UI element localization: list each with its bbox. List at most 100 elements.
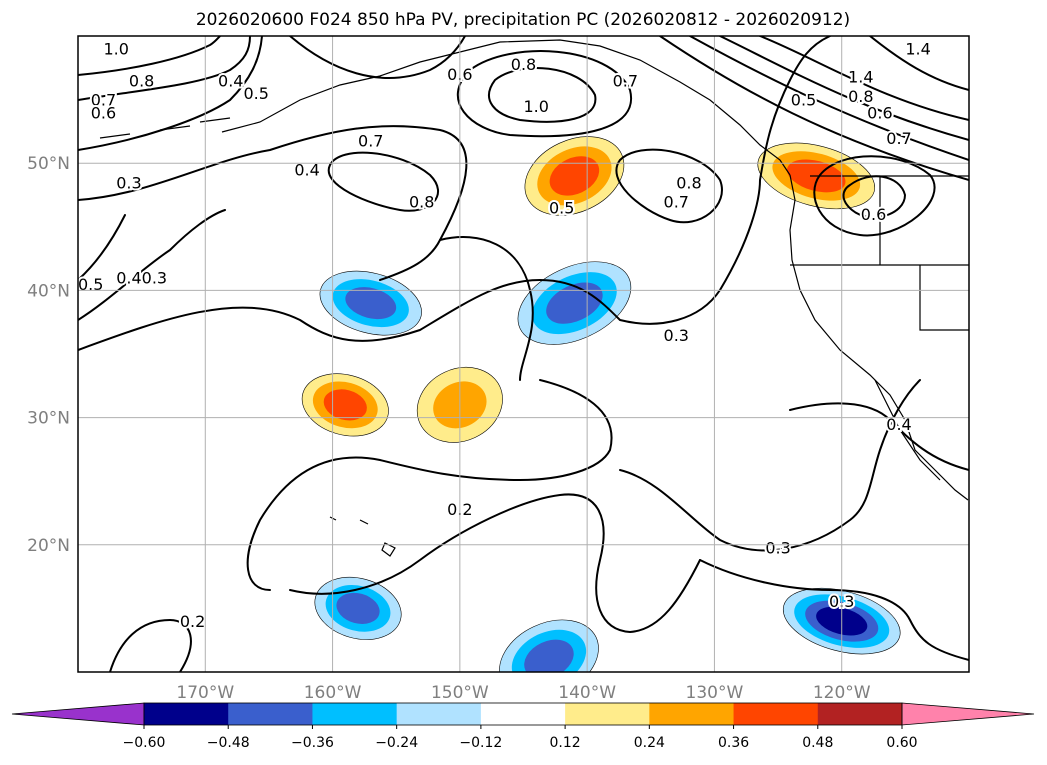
contour-label-19: 1.4 <box>848 68 873 87</box>
colorbar-frame <box>143 702 903 726</box>
contour-0-6-arc <box>289 36 466 79</box>
contour-0-3-southeast <box>699 559 969 661</box>
map-frame <box>77 35 970 673</box>
contour-label-27: 0.3 <box>664 326 689 345</box>
contour-0-4-west-low <box>78 209 226 321</box>
colorbar-extend-low <box>11 702 145 726</box>
alaska-coast <box>221 39 791 176</box>
contour-label-8: 1.0 <box>524 97 549 116</box>
contour-1-0-north <box>488 67 597 123</box>
colorbar-segment-8 <box>733 703 819 725</box>
contour-0-8-north <box>456 50 633 138</box>
contour-0-5-mid <box>439 236 534 381</box>
x-tick-label-3: 140°W <box>558 683 616 703</box>
colorbar <box>11 702 1035 726</box>
contour-label-22: 0.7 <box>886 129 911 148</box>
contour-0-2-south <box>109 619 192 672</box>
y-tick-label-3: 20°N <box>27 536 70 556</box>
contour-label-13: 0.8 <box>409 192 434 211</box>
colorbar-segment-4 <box>396 703 482 725</box>
x-tick-label-1: 160°W <box>304 683 362 703</box>
contour-label-28: 0.4 <box>886 415 911 434</box>
contour-0-5-west-low <box>78 214 126 281</box>
colorbar-label-9: 0.60 <box>886 735 917 751</box>
contour-label-7: 0.8 <box>511 55 536 74</box>
contour-label-17: 0.5 <box>791 91 816 110</box>
colorbar-label-0: −0.60 <box>123 735 166 751</box>
contour-label-11: 0.4 <box>294 161 319 180</box>
y-tick-label-2: 30°N <box>27 409 70 429</box>
contour-0-8-ring <box>615 148 723 224</box>
colorbar-segment-1 <box>144 703 229 725</box>
contour-label-10: 0.7 <box>358 131 383 150</box>
contour-0-4-east <box>789 402 969 471</box>
chart-title: 2026020600 F024 850 hPa PV, precipitatio… <box>196 10 850 30</box>
contour-0-3-east <box>619 379 921 552</box>
contour-label-26: 0.3 <box>142 269 167 288</box>
x-tick-label-0: 170°W <box>176 683 234 703</box>
colorbar-segment-9 <box>817 703 903 725</box>
colorbar-label-8: 0.48 <box>802 735 833 751</box>
contour-label-25: 0.4 <box>116 269 141 288</box>
contour-label-30: 0.3 <box>765 538 790 557</box>
y-tick-label-1: 40°N <box>27 281 70 301</box>
colorbar-extend-high <box>901 702 1035 726</box>
contour-label-18: 1.4 <box>905 40 930 59</box>
contour-label-9: 0.7 <box>613 72 638 91</box>
contour-label-15: 0.8 <box>676 173 701 192</box>
contour-label-1: 0.8 <box>129 72 154 91</box>
contour-label-12: 0.3 <box>116 173 141 192</box>
contour-label-14: 0.5 <box>549 199 574 218</box>
contour-label-24: 0.5 <box>78 275 103 294</box>
colorbar-label-6: 0.24 <box>634 735 665 751</box>
contour-0-8-west <box>78 36 221 76</box>
contour-0-3-central <box>78 36 831 351</box>
contour-label-4: 0.4 <box>218 72 243 91</box>
x-tick-label-2: 150°W <box>431 683 489 703</box>
colorbar-segment-5 <box>480 703 566 725</box>
contour-label-21: 0.6 <box>867 103 892 122</box>
contour-label-3: 0.6 <box>91 103 116 122</box>
contour-label-20: 0.8 <box>848 87 873 106</box>
map-background <box>78 36 969 672</box>
pc-blob-south-negative-2-2 <box>524 639 574 672</box>
grid-lines <box>78 36 969 672</box>
pc-blob-west-coast-negative-1-2 <box>345 287 397 320</box>
contour-0-7-west <box>78 36 251 101</box>
contour-ne-stack-3 <box>689 36 969 161</box>
longitude-tick-labels: 170°W 160°W 150°W 140°W 130°W 120°W <box>176 683 870 703</box>
colorbar-label-4: −0.12 <box>459 735 502 751</box>
contour-label-0: 1.0 <box>103 40 128 59</box>
pc-blob-south-negative-1-2 <box>336 592 380 624</box>
contour-ring-ne <box>813 155 936 237</box>
colorbar-label-2: −0.36 <box>291 735 334 751</box>
pc-blob-hawaii-north-positive-2 <box>323 389 367 421</box>
latitude-tick-labels: 50°N 40°N 30°N 20°N <box>27 154 70 556</box>
colorbar-label-5: 0.12 <box>550 735 581 751</box>
x-tick-label-5: 120°W <box>813 683 871 703</box>
contour-ring-ne-inner <box>842 175 906 219</box>
contour-label-16: 0.7 <box>664 192 689 211</box>
pv-contours <box>78 36 969 672</box>
contour-label-23: 0.6 <box>861 205 886 224</box>
contour-ne-stack-2 <box>719 36 969 141</box>
contour-label-5: 0.5 <box>243 84 268 103</box>
contour-0-5-west <box>78 36 263 151</box>
contour-0-4-west <box>78 125 468 281</box>
contour-0-3-south <box>246 379 613 591</box>
x-tick-label-4: 130°W <box>686 683 744 703</box>
contour-0-2-loop <box>289 493 701 633</box>
colorbar-segment-2 <box>228 703 313 725</box>
contour-label-32: 0.2 <box>180 612 205 631</box>
colorbar-label-7: 0.36 <box>718 735 749 751</box>
north-america-west-coast <box>789 174 969 501</box>
contour-ne-stack-5 <box>869 36 969 91</box>
colorbar-segment-7 <box>649 703 735 725</box>
contour-0-7-low <box>327 151 440 212</box>
contour-ne-stack-1 <box>759 36 969 121</box>
colorbar-segment-6 <box>565 703 650 725</box>
y-tick-label-0: 50°N <box>27 154 70 174</box>
colorbar-label-3: −0.24 <box>375 735 418 751</box>
state-line-2 <box>879 176 969 331</box>
